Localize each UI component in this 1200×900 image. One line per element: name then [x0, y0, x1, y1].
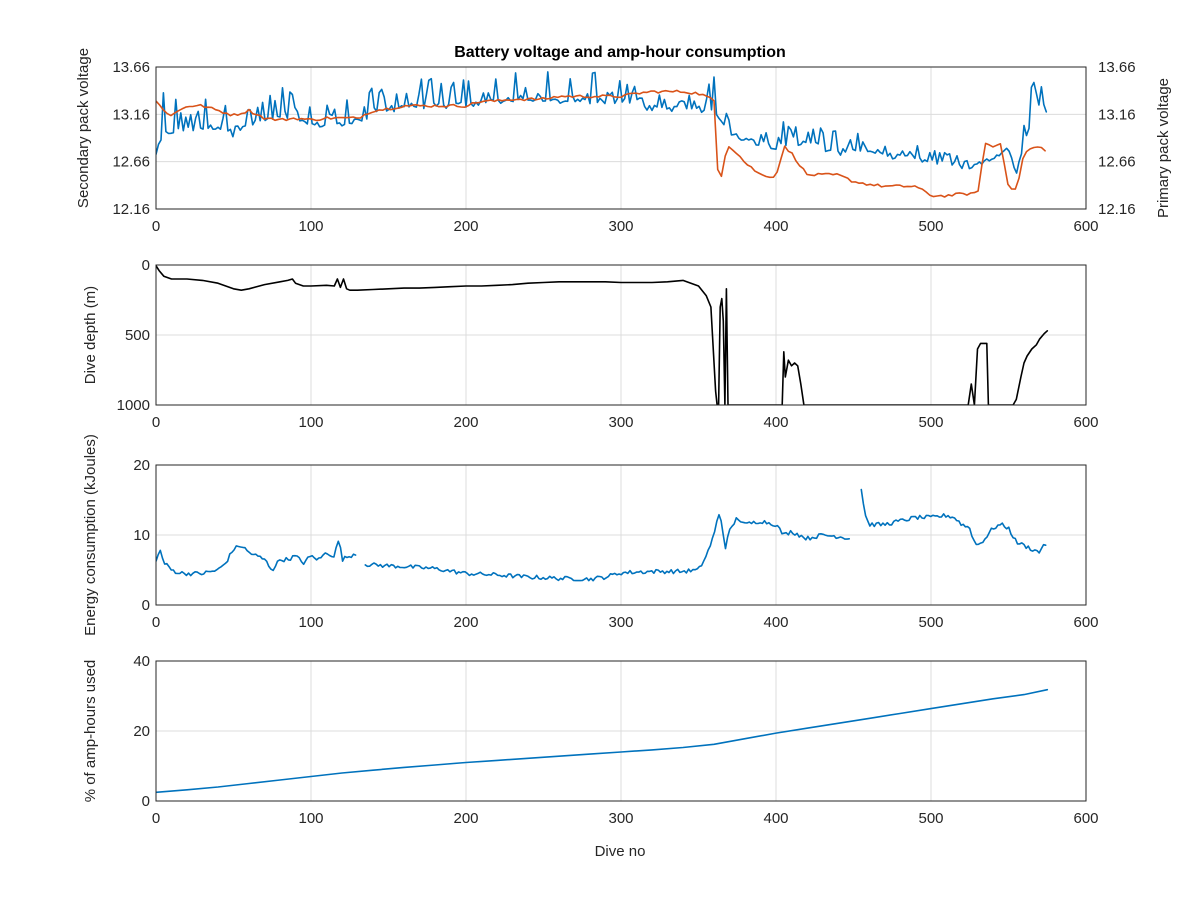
chart1-series-1-line [156, 71, 1048, 174]
chart3-series-1-line [156, 488, 1047, 582]
chart3-axes-frame [155, 464, 1087, 606]
chart4-series-group [156, 688, 1049, 794]
chart4-axes-frame [155, 660, 1087, 802]
chart2-xtick-label: 100 [298, 414, 323, 431]
chart1-ytick-label: 13.66 [112, 59, 150, 76]
chart1-xtick-label: 500 [918, 218, 943, 235]
chart1-ylabel: Secondary pack voltage [75, 48, 92, 208]
chart3-xtick-label: 200 [453, 614, 478, 631]
chart3-xtick-label: 600 [1073, 614, 1098, 631]
chart3-ytick-label: 0 [142, 597, 150, 614]
chart4-xtick-label: 300 [608, 810, 633, 827]
chart2-ytick-label: 0 [142, 257, 150, 274]
chart1-ylabel-right: Primary pack voltage [1155, 78, 1172, 218]
chart1-ytick-label: 12.16 [112, 201, 150, 218]
chart1-ytick-right-label: 13.16 [1098, 106, 1136, 123]
chart2-xtick-label: 500 [918, 414, 943, 431]
chart3-ytick-label: 10 [133, 527, 150, 544]
chart2-xtick-label: 0 [152, 414, 160, 431]
chart4-series-1-line [156, 688, 1049, 794]
chart1-xtick-label: 300 [608, 218, 633, 235]
chart1-xtick-label: 0 [152, 218, 160, 235]
chart1-ytick-label: 13.16 [112, 106, 150, 123]
chart1-axes-frame [155, 66, 1087, 210]
chart1-series-group [156, 71, 1048, 198]
chart2-ytick-label: 500 [125, 327, 150, 344]
chart2-xtick-label: 200 [453, 414, 478, 431]
chart2-xtick-label: 300 [608, 414, 633, 431]
chart1-ytick-right-label: 13.66 [1098, 59, 1136, 76]
chart4-xtick-label: 100 [298, 810, 323, 827]
chart3-xtick-label: 500 [918, 614, 943, 631]
chart3-ylabel: Energy consumption (kJoules) [82, 434, 99, 636]
chart3-series-group [156, 488, 1047, 582]
chart1-xtick-label: 100 [298, 218, 323, 235]
chart3-xtick-label: 0 [152, 614, 160, 631]
chart1-ytick-right-label: 12.16 [1098, 201, 1136, 218]
chart1-xtick-label: 600 [1073, 218, 1098, 235]
chart2-series-1-line [156, 265, 1049, 405]
chart2-xtick-label: 400 [763, 414, 788, 431]
chart3-xtick-label: 400 [763, 614, 788, 631]
chart3-xtick-label: 300 [608, 614, 633, 631]
chart4-ytick-label: 0 [142, 793, 150, 810]
chart2-ytick-label: 1000 [117, 397, 150, 414]
chart4-xtick-label: 600 [1073, 810, 1098, 827]
chart3-ytick-label: 20 [133, 457, 150, 474]
chart1-ytick-label: 12.66 [112, 154, 150, 171]
chart4-xtick-label: 0 [152, 810, 160, 827]
chart1-ytick-right-label: 12.66 [1098, 154, 1136, 171]
chart4-xlabel: Dive no [595, 843, 646, 860]
chart2-series-group [156, 265, 1049, 405]
chart1-series-2-line [156, 89, 1046, 198]
chart4-xtick-label: 200 [453, 810, 478, 827]
chart4-ytick-label: 40 [133, 653, 150, 670]
chart4-ytick-label: 20 [133, 723, 150, 740]
chart1-xtick-label: 400 [763, 218, 788, 235]
plots: 0 100 200 300 400 500 60012.1612.6613.1613.661… [75, 48, 1172, 860]
figure-title: Battery voltage and amp-hour consumption [454, 44, 786, 61]
chart2-ylabel: Dive depth (m) [82, 286, 99, 384]
chart1-xtick-label: 200 [453, 218, 478, 235]
chart2-xtick-label: 600 [1073, 414, 1098, 431]
chart3-xtick-label: 100 [298, 614, 323, 631]
chart2-axes-frame [155, 264, 1087, 406]
chart4-ylabel: % of amp-hours used [82, 660, 99, 803]
chart4-xtick-label: 400 [763, 810, 788, 827]
chart4-xtick-label: 500 [918, 810, 943, 827]
